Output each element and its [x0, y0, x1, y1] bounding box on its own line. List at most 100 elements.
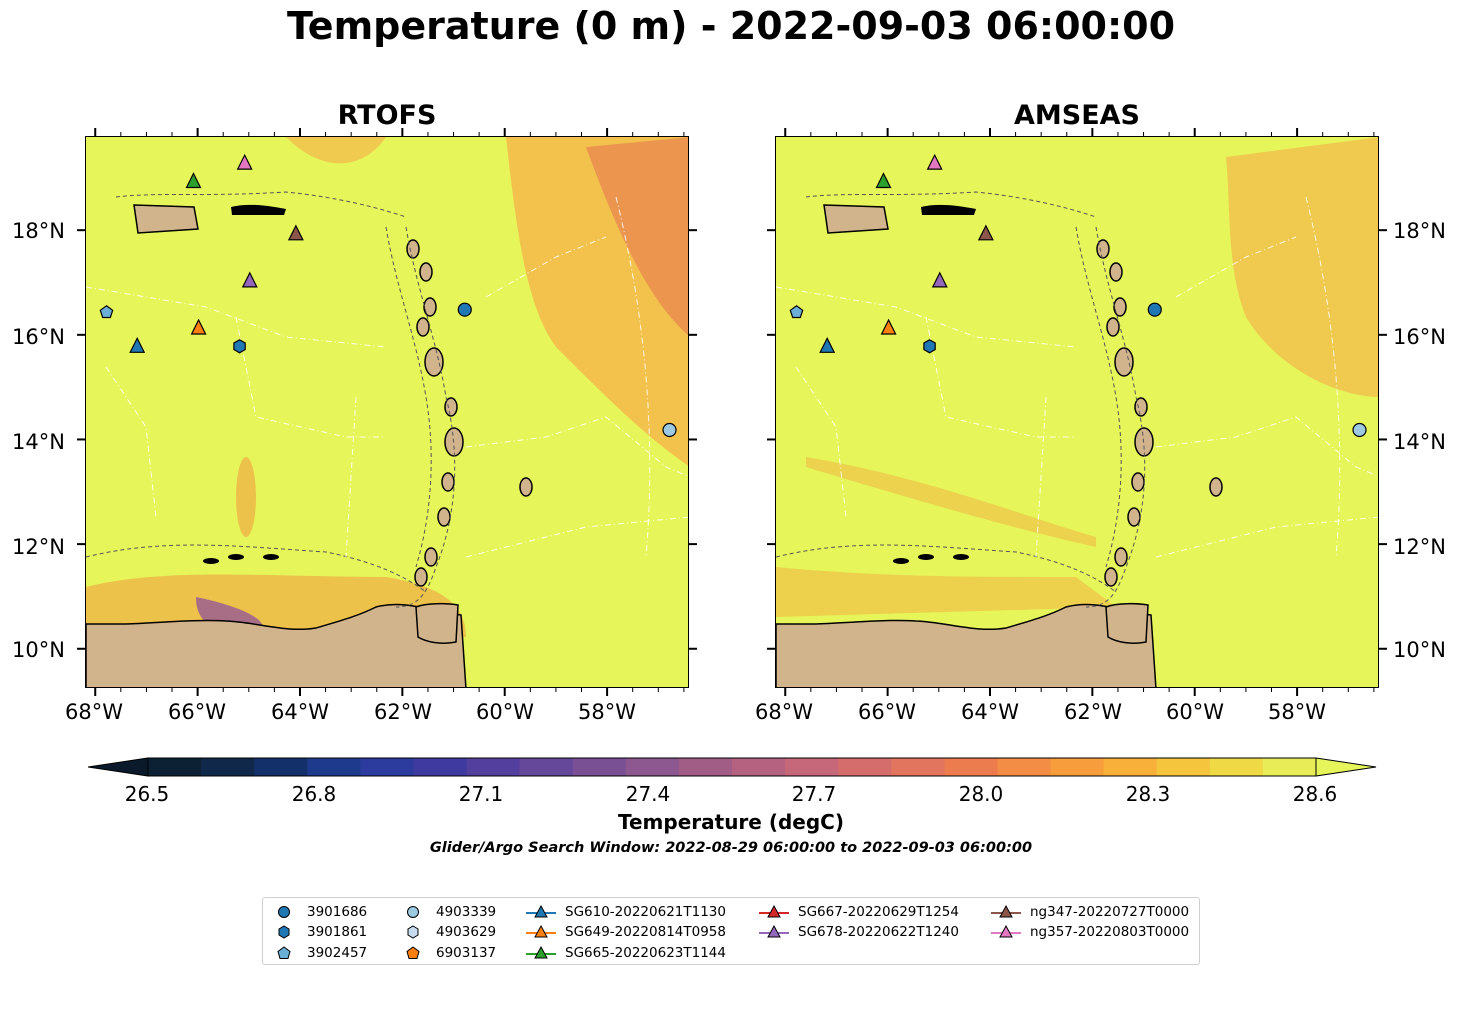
land-island	[1104, 567, 1118, 587]
marker-3902457	[789, 305, 804, 319]
lon-label-60w-a: 60°W	[476, 700, 534, 724]
land-island	[423, 297, 437, 317]
land-island	[1127, 507, 1141, 527]
map-panel-rtofs[interactable]	[85, 136, 689, 688]
land-island	[203, 558, 219, 564]
colorbar-tick: 26.8	[291, 782, 337, 806]
colorbar-tick: 27.1	[458, 782, 504, 806]
hot-region	[586, 137, 688, 336]
land-island	[414, 567, 428, 587]
legend-label: 3901686	[307, 904, 368, 920]
marker-SG665	[185, 172, 202, 189]
land-island	[441, 472, 455, 492]
marker-ng347	[287, 224, 304, 241]
land-island	[1131, 472, 1145, 492]
lat-label-16n-left: 16°N	[12, 325, 65, 349]
land-island	[1113, 297, 1127, 317]
colorbar-frame	[147, 757, 1317, 777]
colorbar-segment	[466, 758, 521, 776]
lat-label-14n-right: 14°N	[1393, 430, 1446, 454]
warm-eddy	[236, 457, 256, 537]
colorbar-segment	[1156, 758, 1211, 776]
triangle-line-marker-icon	[526, 904, 556, 918]
bathymetry-contour	[86, 544, 427, 593]
panel-title-rtofs: RTOFS	[337, 100, 437, 131]
colorbar-label: Temperature (degC)	[618, 810, 844, 834]
colorbar-segment	[413, 758, 468, 776]
land-island	[953, 554, 969, 560]
land-trinidad	[415, 602, 459, 644]
marker-ng357	[236, 153, 253, 170]
panel-title-amseas: AMSEAS	[1014, 100, 1140, 131]
eez-boundary	[1305, 196, 1341, 558]
colorbar-over-arrow	[1315, 757, 1377, 777]
triangle-line-marker-icon	[759, 924, 789, 938]
eez-boundary	[1155, 416, 1378, 477]
triangle-line-marker-icon	[526, 945, 556, 959]
eez-boundary	[1155, 516, 1378, 558]
bathymetry-contour	[805, 191, 1097, 218]
hexagon-marker-icon	[278, 925, 290, 939]
marker-SG610	[129, 336, 146, 353]
legend-label: 4903339	[436, 904, 497, 920]
legend-label: SG667-20220629T1254	[798, 904, 959, 920]
eez-boundary	[1035, 396, 1047, 558]
lat-label-14n-left: 14°N	[12, 430, 65, 454]
lon-label-66w-a: 66°W	[168, 700, 226, 724]
lon-label-62w-b: 62°W	[1064, 700, 1122, 724]
land-island	[1109, 262, 1123, 282]
marker-3902457	[99, 305, 114, 319]
lon-label-64w-b: 64°W	[961, 700, 1019, 724]
land-island	[1114, 547, 1128, 567]
land-puerto-rico	[823, 204, 889, 234]
land-island	[419, 262, 433, 282]
lat-label-12n-left: 12°N	[12, 535, 65, 559]
land-puerto-rico	[133, 204, 199, 234]
eez-boundary	[1175, 236, 1297, 298]
bathymetry-contour	[115, 191, 407, 218]
colorbar-segment	[572, 758, 627, 776]
map-panel-amseas[interactable]	[775, 136, 1379, 688]
marker-SG649	[880, 318, 897, 335]
marker-3901861	[923, 339, 936, 354]
colorbar-segment	[997, 758, 1052, 776]
colorbar-segment	[1262, 758, 1317, 776]
land-island	[519, 477, 533, 497]
lat-label-18n-left: 18°N	[12, 219, 65, 243]
marker-3901861	[233, 339, 246, 354]
colorbar-segment	[519, 758, 574, 776]
lon-label-66w-b: 66°W	[858, 700, 916, 724]
eez-boundary	[465, 516, 688, 558]
lon-label-68w-a: 68°W	[65, 700, 123, 724]
legend: 3901686 3901861 3902457 4903339 4903629 …	[262, 897, 1200, 965]
legend-label: SG610-20220621T1130	[565, 904, 726, 920]
circle-marker-icon	[407, 906, 419, 918]
marker-ng347	[977, 224, 994, 241]
legend-label: 3901861	[307, 924, 368, 940]
lat-label-12n-right: 12°N	[1393, 535, 1446, 559]
eez-boundary	[795, 366, 847, 518]
bathymetry-contour	[395, 226, 456, 608]
lon-label-60w-b: 60°W	[1166, 700, 1224, 724]
land-island	[437, 507, 451, 527]
legend-label: SG678-20220622T1240	[798, 924, 959, 940]
legend-label: 3902457	[307, 945, 368, 961]
land-island	[918, 554, 934, 560]
colorbar-segment	[201, 758, 255, 776]
colorbar-tick: 26.5	[124, 782, 170, 806]
legend-label: 4903629	[436, 924, 497, 940]
colorbar-under-arrow	[88, 757, 149, 777]
eez-boundary	[465, 416, 688, 477]
marker-4903339	[1352, 422, 1367, 438]
triangle-line-marker-icon	[526, 924, 556, 938]
triangle-line-marker-icon	[991, 924, 1021, 938]
lon-label-68w-b: 68°W	[755, 700, 813, 724]
land-island	[424, 547, 438, 567]
eez-boundary	[345, 396, 357, 558]
marker-SG610	[819, 336, 836, 353]
eez-boundary	[615, 196, 651, 558]
eez-boundary	[105, 366, 157, 518]
main-title: Temperature (0 m) - 2022-09-03 06:00:00	[286, 4, 1176, 48]
circle-marker-icon	[278, 906, 290, 918]
legend-label: ng357-20220803T0000	[1030, 924, 1190, 940]
